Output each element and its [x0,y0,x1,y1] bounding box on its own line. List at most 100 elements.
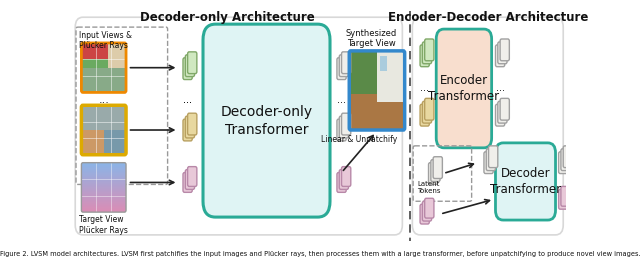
FancyBboxPatch shape [495,45,505,67]
FancyBboxPatch shape [500,39,509,61]
Bar [81,165,126,166]
Bar [81,175,126,176]
FancyBboxPatch shape [433,157,442,179]
Bar [81,206,126,208]
Text: ...: ... [183,95,192,105]
Bar [81,205,126,206]
Text: Figure 2. LVSM model architectures. LVSM first patchifies the input images and P: Figure 2. LVSM model architectures. LVSM… [0,251,640,257]
Text: Transformer: Transformer [225,123,308,136]
Bar [81,198,126,199]
Bar [81,180,126,182]
Text: Decoder: Decoder [500,167,550,180]
Text: ...: ... [183,95,192,105]
FancyBboxPatch shape [420,204,429,224]
Text: ...: ... [99,95,110,105]
Text: Decoder-only: Decoder-only [220,105,312,119]
Bar [81,105,126,155]
Bar [81,173,126,174]
Bar [81,196,126,198]
FancyBboxPatch shape [342,167,351,186]
Text: Input Views &
Plücker Rays: Input Views & Plücker Rays [79,31,132,50]
Bar [81,178,126,179]
Bar [81,105,126,130]
Text: Latent
Tokens: Latent Tokens [417,181,440,194]
Bar [81,189,126,191]
FancyBboxPatch shape [422,201,431,221]
Bar [81,130,104,155]
FancyBboxPatch shape [186,55,195,77]
FancyBboxPatch shape [436,29,492,148]
FancyBboxPatch shape [425,198,434,218]
Bar [81,179,126,180]
Bar [81,203,126,204]
Bar [81,211,126,212]
FancyBboxPatch shape [425,39,434,61]
FancyBboxPatch shape [337,58,346,79]
FancyBboxPatch shape [342,52,351,74]
Text: Synthesized
Target View: Synthesized Target View [346,29,397,48]
Bar [81,68,126,92]
Bar [81,170,126,171]
Bar [81,192,126,194]
FancyBboxPatch shape [186,170,195,189]
FancyBboxPatch shape [495,143,556,220]
Text: Linear & Unpatchify: Linear & Unpatchify [321,135,397,144]
FancyBboxPatch shape [420,104,429,126]
FancyBboxPatch shape [188,52,197,74]
Bar [81,202,126,204]
Bar [81,185,126,187]
FancyBboxPatch shape [431,160,440,181]
FancyBboxPatch shape [561,149,570,171]
Text: ...: ... [495,83,504,93]
FancyBboxPatch shape [203,24,330,217]
FancyBboxPatch shape [337,119,346,141]
FancyBboxPatch shape [183,173,192,192]
FancyBboxPatch shape [422,101,431,123]
Bar [349,51,404,94]
Text: Transformer: Transformer [490,183,561,196]
FancyBboxPatch shape [561,186,570,206]
Text: Encoder: Encoder [440,74,488,87]
Bar [81,171,126,173]
FancyBboxPatch shape [339,170,348,189]
Bar [81,200,126,201]
FancyBboxPatch shape [339,55,348,77]
Bar [81,199,126,200]
FancyBboxPatch shape [186,116,195,138]
Bar [81,163,126,164]
Bar [81,174,126,175]
FancyBboxPatch shape [498,42,507,64]
Bar [81,175,126,177]
Bar [81,193,126,195]
Bar [81,171,126,172]
Bar [81,209,126,210]
FancyBboxPatch shape [559,152,568,174]
Bar [81,207,126,208]
FancyBboxPatch shape [422,42,431,64]
Bar [81,43,108,59]
FancyBboxPatch shape [500,98,509,120]
Bar [81,181,126,183]
FancyBboxPatch shape [488,146,498,168]
FancyBboxPatch shape [183,58,192,79]
Bar [349,94,404,130]
FancyBboxPatch shape [495,104,505,126]
FancyBboxPatch shape [188,113,197,135]
Bar [81,194,126,195]
Bar [81,201,126,203]
Bar [81,195,126,196]
Bar [81,183,126,184]
Bar [81,188,126,190]
Text: Target View
Plücker Rays: Target View Plücker Rays [79,215,128,235]
FancyBboxPatch shape [188,167,197,186]
FancyBboxPatch shape [484,152,493,174]
Bar [81,169,126,170]
Bar [81,197,126,199]
Bar [81,191,126,193]
FancyBboxPatch shape [498,101,507,123]
Bar [81,186,126,188]
Bar [377,51,404,102]
FancyBboxPatch shape [563,146,572,168]
Bar [81,204,126,205]
Text: ...: ... [337,95,346,105]
